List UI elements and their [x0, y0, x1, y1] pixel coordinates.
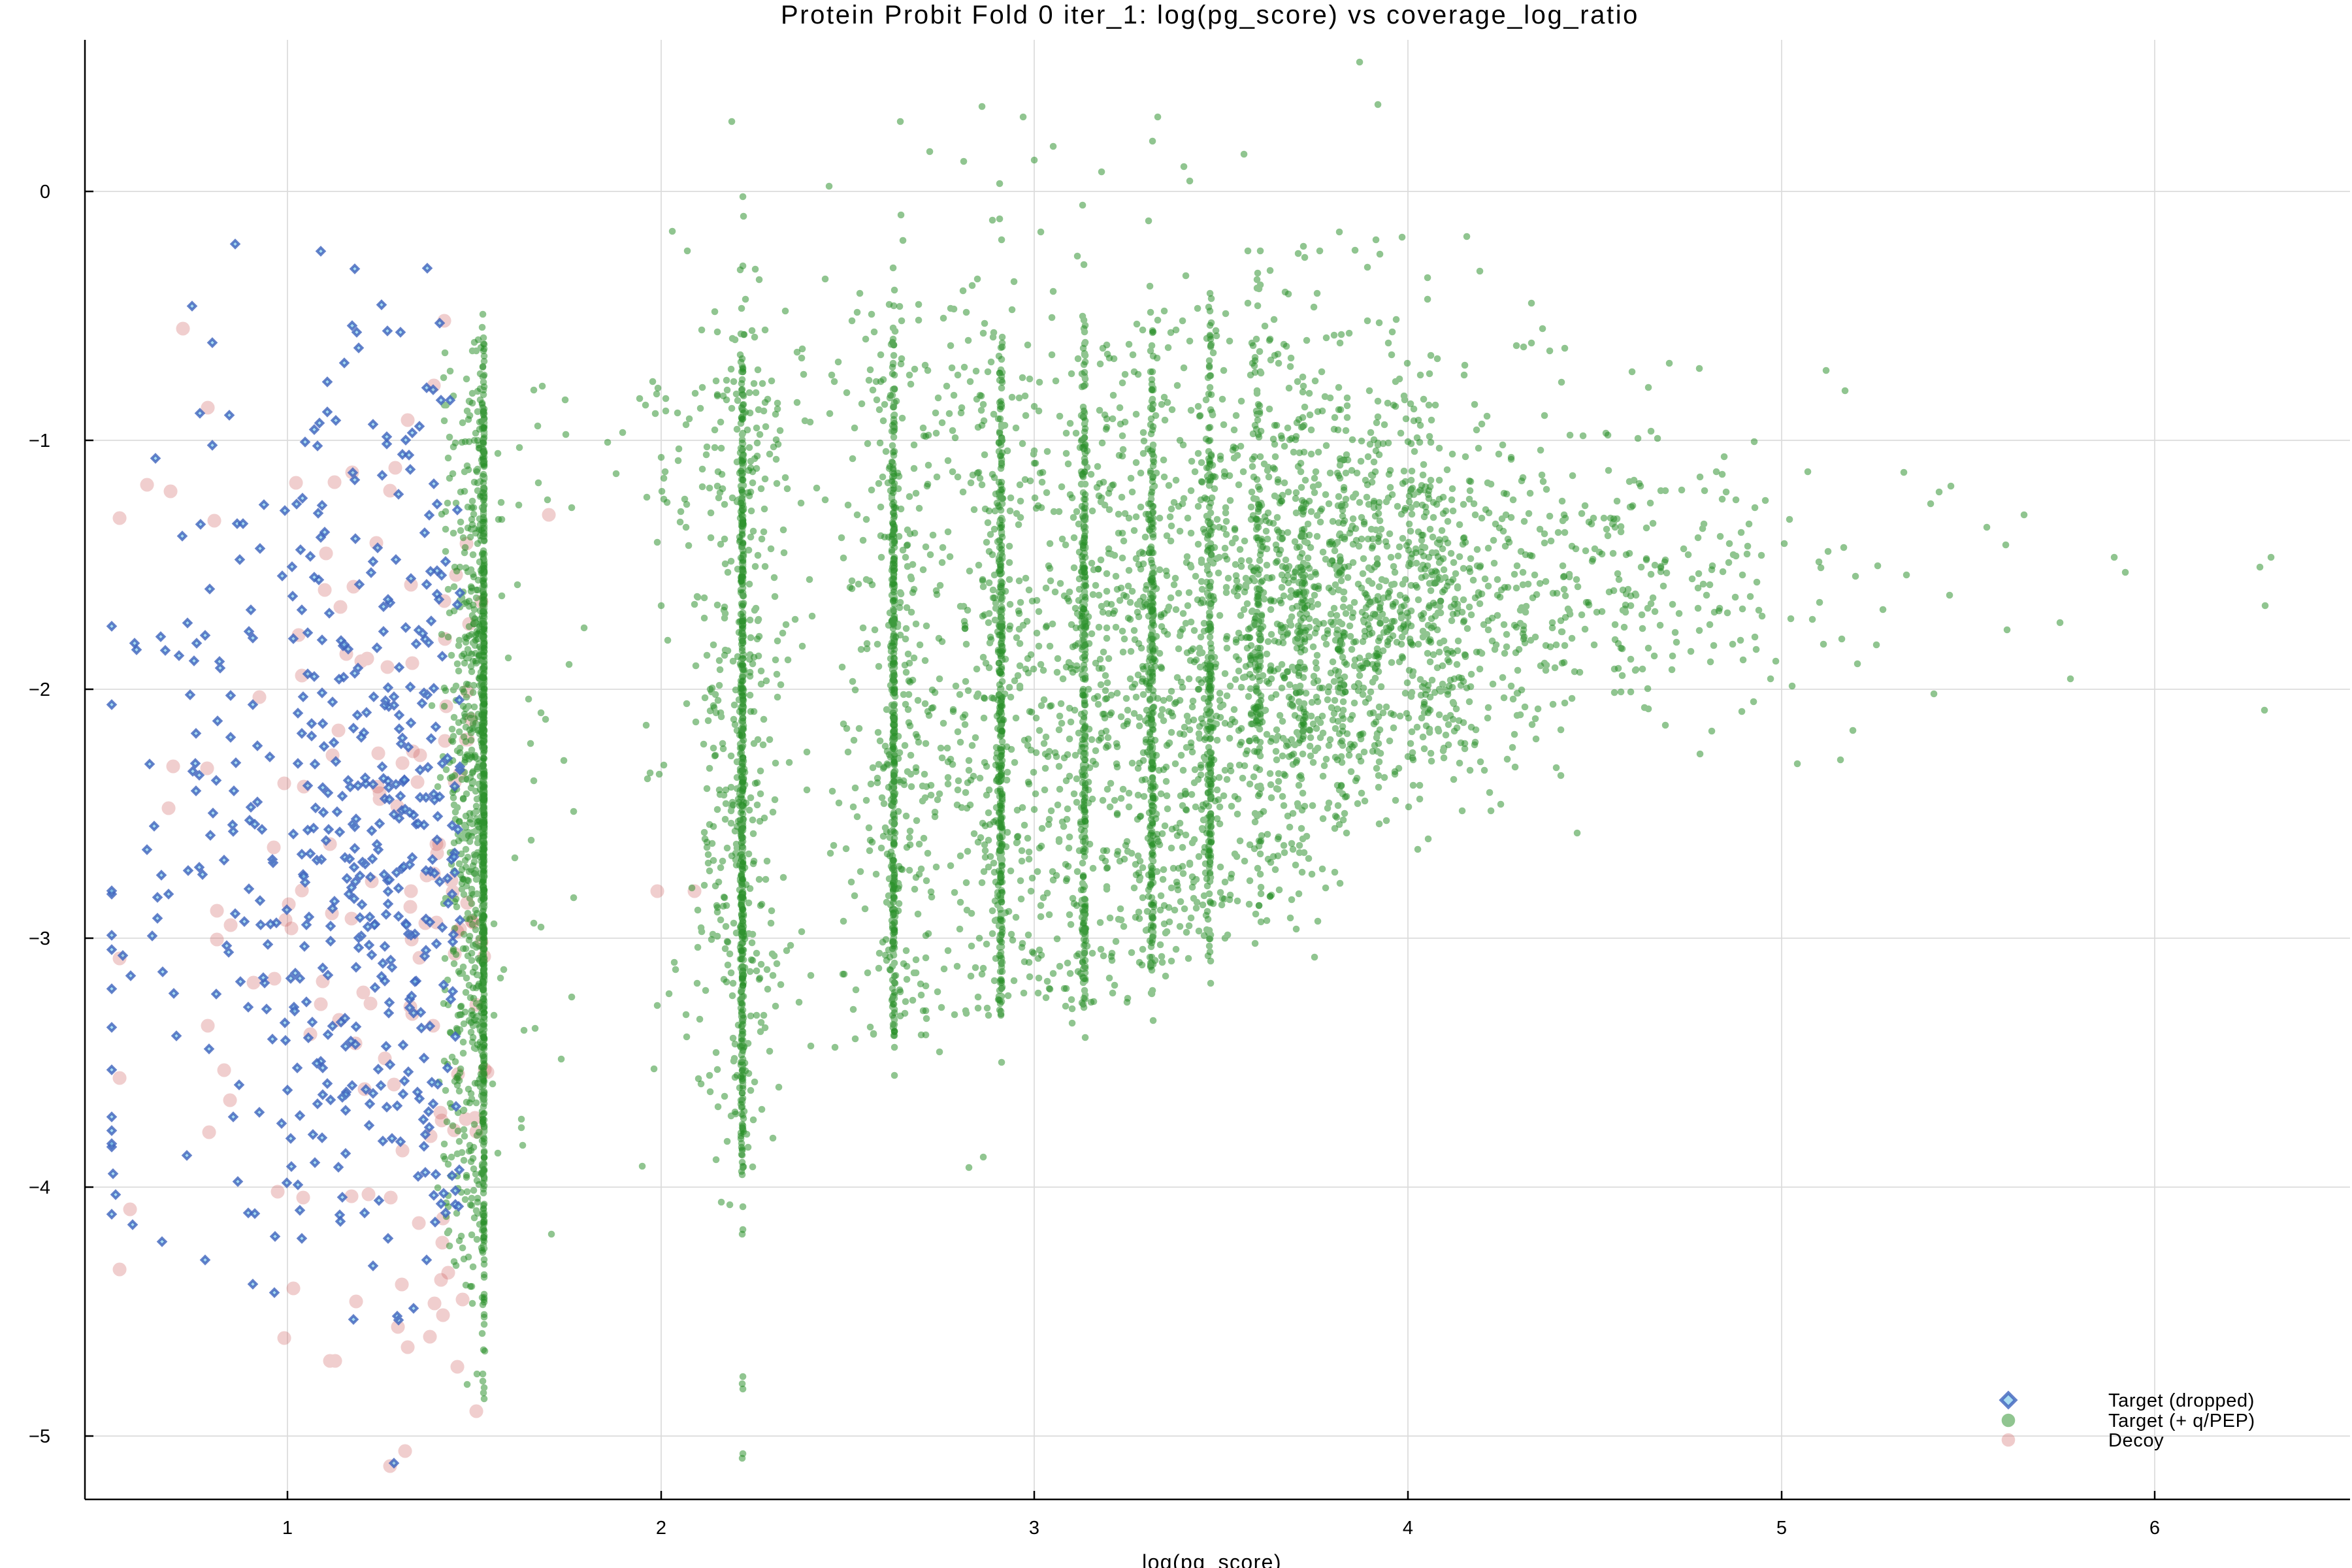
- svg-text:4: 4: [1403, 1518, 1413, 1539]
- svg-text:Protein Probit Fold 0 iter_1:: Protein Probit Fold 0 iter_1: log(pg_sco…: [781, 1, 1639, 29]
- svg-text:5: 5: [1776, 1518, 1787, 1539]
- svg-text:−1: −1: [29, 431, 50, 451]
- svg-text:6: 6: [2149, 1518, 2160, 1539]
- svg-text:1: 1: [282, 1518, 293, 1539]
- svg-text:0: 0: [40, 182, 50, 203]
- svg-text:−3: −3: [29, 928, 50, 949]
- svg-text:3: 3: [1029, 1518, 1039, 1539]
- svg-text:Decoy: Decoy: [2108, 1430, 2164, 1451]
- svg-text:Target (+ q/PEP): Target (+ q/PEP): [2108, 1411, 2255, 1431]
- svg-text:−5: −5: [29, 1426, 50, 1447]
- svg-text:Target (dropped): Target (dropped): [2108, 1390, 2255, 1411]
- svg-text:2: 2: [656, 1518, 666, 1539]
- svg-text:log(pg_score): log(pg_score): [1142, 1550, 1282, 1568]
- svg-text:−2: −2: [29, 679, 50, 700]
- svg-text:−4: −4: [29, 1177, 50, 1198]
